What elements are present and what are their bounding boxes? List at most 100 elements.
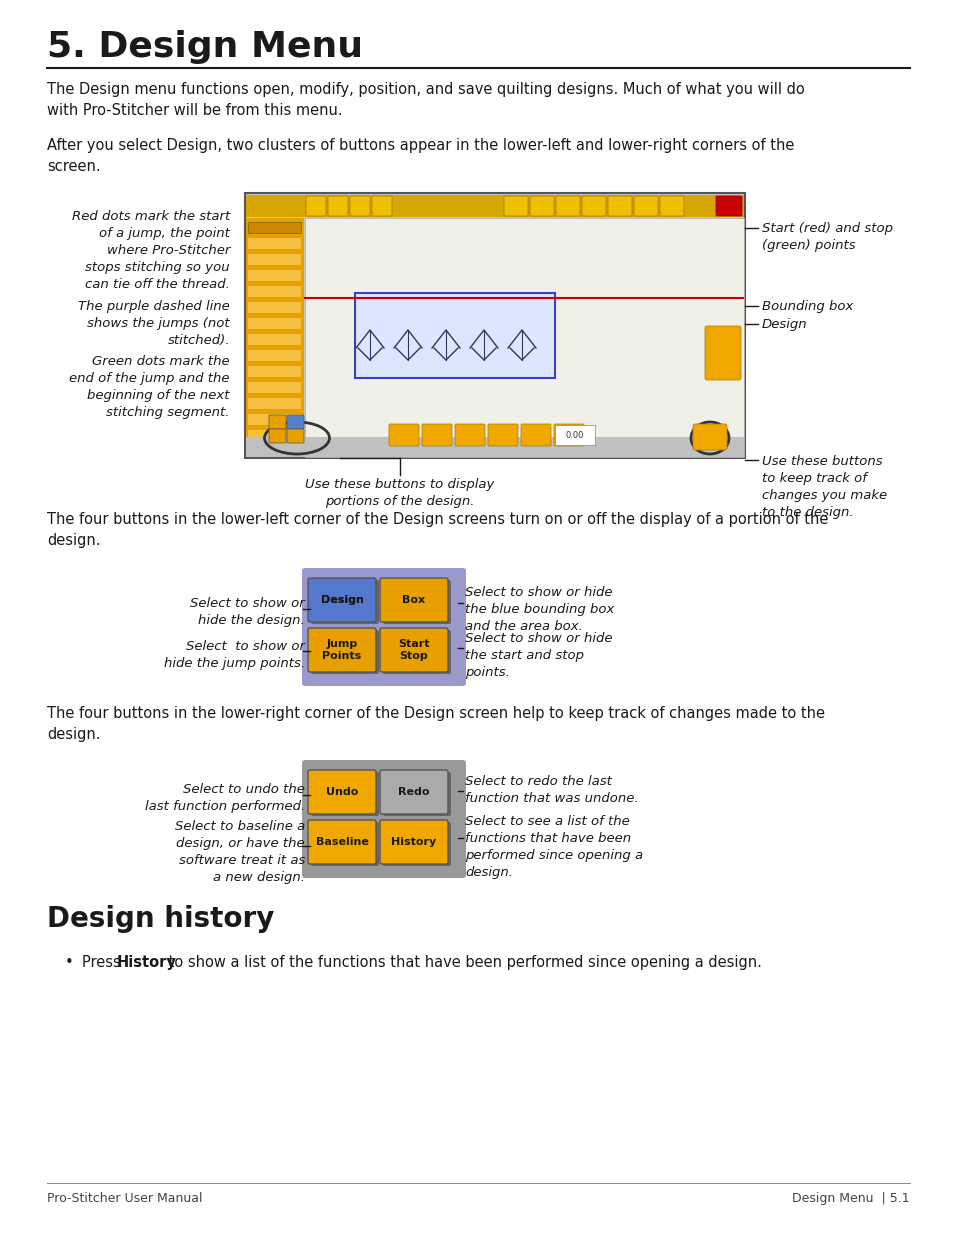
FancyBboxPatch shape (311, 630, 378, 674)
FancyBboxPatch shape (308, 629, 375, 672)
Text: Jump
Points: Jump Points (322, 640, 361, 661)
Text: Box: Box (402, 595, 425, 605)
FancyBboxPatch shape (306, 196, 326, 216)
FancyBboxPatch shape (379, 769, 448, 814)
FancyBboxPatch shape (248, 287, 301, 296)
FancyBboxPatch shape (269, 429, 286, 443)
Text: Select to redo the last
function that was undone.: Select to redo the last function that wa… (464, 776, 638, 805)
FancyBboxPatch shape (704, 326, 740, 380)
Text: Select to show or hide
the blue bounding box
and the area box.: Select to show or hide the blue bounding… (464, 585, 614, 634)
FancyBboxPatch shape (379, 578, 448, 622)
FancyBboxPatch shape (421, 424, 452, 446)
Text: History: History (391, 837, 436, 847)
Text: Undo: Undo (326, 787, 357, 797)
FancyBboxPatch shape (634, 196, 658, 216)
FancyBboxPatch shape (246, 437, 743, 457)
FancyBboxPatch shape (311, 580, 378, 624)
FancyBboxPatch shape (248, 270, 301, 282)
FancyBboxPatch shape (302, 568, 465, 685)
FancyBboxPatch shape (248, 238, 301, 249)
FancyBboxPatch shape (382, 772, 451, 816)
FancyBboxPatch shape (308, 578, 375, 622)
Text: Start
Stop: Start Stop (397, 640, 429, 661)
Text: Press: Press (82, 955, 125, 969)
FancyBboxPatch shape (520, 424, 551, 446)
FancyBboxPatch shape (488, 424, 517, 446)
FancyBboxPatch shape (248, 366, 301, 377)
FancyBboxPatch shape (379, 820, 448, 864)
Text: Use these buttons
to keep track of
changes you make
to the design.: Use these buttons to keep track of chang… (761, 454, 886, 519)
FancyBboxPatch shape (248, 398, 301, 409)
Text: Design history: Design history (47, 905, 274, 932)
FancyBboxPatch shape (305, 219, 743, 457)
FancyBboxPatch shape (607, 196, 631, 216)
FancyBboxPatch shape (248, 414, 301, 425)
Text: The purple dashed line
shows the jumps (not
stitched).: The purple dashed line shows the jumps (… (78, 300, 230, 347)
FancyBboxPatch shape (269, 415, 286, 429)
Text: Bounding box: Bounding box (761, 300, 853, 312)
Text: Select  to show or
hide the jump points.: Select to show or hide the jump points. (164, 640, 305, 671)
Text: Start (red) and stop
(green) points: Start (red) and stop (green) points (761, 222, 892, 252)
FancyBboxPatch shape (248, 303, 301, 312)
Text: Select to baseline a
design, or have the
software treat it as
a new design.: Select to baseline a design, or have the… (174, 820, 305, 884)
FancyBboxPatch shape (248, 317, 301, 329)
Text: 0.00: 0.00 (565, 431, 583, 440)
Text: Select to see a list of the
functions that have been
performed since opening a
d: Select to see a list of the functions th… (464, 815, 642, 879)
FancyBboxPatch shape (248, 350, 301, 361)
FancyBboxPatch shape (311, 823, 378, 866)
FancyBboxPatch shape (716, 196, 741, 216)
FancyBboxPatch shape (248, 333, 301, 345)
FancyBboxPatch shape (350, 196, 370, 216)
Text: Use these buttons to display
portions of the design.: Use these buttons to display portions of… (305, 478, 495, 508)
FancyBboxPatch shape (248, 430, 301, 441)
Text: After you select Design, two clusters of buttons appear in the lower-left and lo: After you select Design, two clusters of… (47, 138, 794, 174)
FancyBboxPatch shape (287, 415, 304, 429)
FancyBboxPatch shape (248, 222, 301, 233)
Text: Design: Design (320, 595, 363, 605)
Text: Green dots mark the
end of the jump and the
beginning of the next
stitching segm: Green dots mark the end of the jump and … (70, 354, 230, 419)
FancyBboxPatch shape (311, 772, 378, 816)
FancyBboxPatch shape (328, 196, 348, 216)
FancyBboxPatch shape (245, 193, 744, 458)
FancyBboxPatch shape (372, 196, 392, 216)
Text: Pro-Stitcher User Manual: Pro-Stitcher User Manual (47, 1192, 202, 1205)
FancyBboxPatch shape (248, 254, 301, 266)
FancyBboxPatch shape (382, 823, 451, 866)
Text: The four buttons in the lower-right corner of the Design screen help to keep tra: The four buttons in the lower-right corn… (47, 706, 824, 742)
Text: Select to undo the
last function performed.: Select to undo the last function perform… (145, 783, 305, 813)
Text: Select to show or
hide the design.: Select to show or hide the design. (190, 597, 305, 627)
FancyBboxPatch shape (246, 195, 743, 217)
FancyBboxPatch shape (503, 196, 527, 216)
Text: Design Menu  | 5.1: Design Menu | 5.1 (792, 1192, 909, 1205)
Text: Baseline: Baseline (315, 837, 368, 847)
Text: Red dots mark the start
of a jump, the point
where Pro-Stitcher
stops stitching : Red dots mark the start of a jump, the p… (71, 210, 230, 291)
FancyBboxPatch shape (692, 424, 726, 450)
Text: Select to show or hide
the start and stop
points.: Select to show or hide the start and sto… (464, 632, 612, 679)
Text: •: • (65, 955, 73, 969)
FancyBboxPatch shape (308, 769, 375, 814)
Text: Design: Design (320, 595, 363, 605)
FancyBboxPatch shape (581, 196, 605, 216)
FancyBboxPatch shape (379, 629, 448, 672)
Text: History: History (117, 955, 176, 969)
FancyBboxPatch shape (287, 429, 304, 443)
FancyBboxPatch shape (382, 630, 451, 674)
FancyBboxPatch shape (355, 293, 555, 378)
FancyBboxPatch shape (554, 424, 583, 446)
FancyBboxPatch shape (246, 219, 304, 457)
FancyBboxPatch shape (556, 196, 579, 216)
FancyBboxPatch shape (389, 424, 418, 446)
FancyBboxPatch shape (530, 196, 554, 216)
FancyBboxPatch shape (248, 382, 301, 393)
FancyBboxPatch shape (659, 196, 683, 216)
FancyBboxPatch shape (308, 820, 375, 864)
Text: The four buttons in the lower-left corner of the Design screens turn on or off t: The four buttons in the lower-left corne… (47, 513, 827, 548)
Text: Redo: Redo (397, 787, 429, 797)
FancyBboxPatch shape (302, 760, 465, 878)
Text: 5. Design Menu: 5. Design Menu (47, 30, 363, 64)
Text: Design: Design (761, 317, 807, 331)
Text: to show a list of the functions that have been performed since opening a design.: to show a list of the functions that hav… (164, 955, 761, 969)
FancyBboxPatch shape (555, 425, 595, 445)
Text: The Design menu functions open, modify, position, and save quilting designs. Muc: The Design menu functions open, modify, … (47, 82, 804, 119)
FancyBboxPatch shape (455, 424, 484, 446)
